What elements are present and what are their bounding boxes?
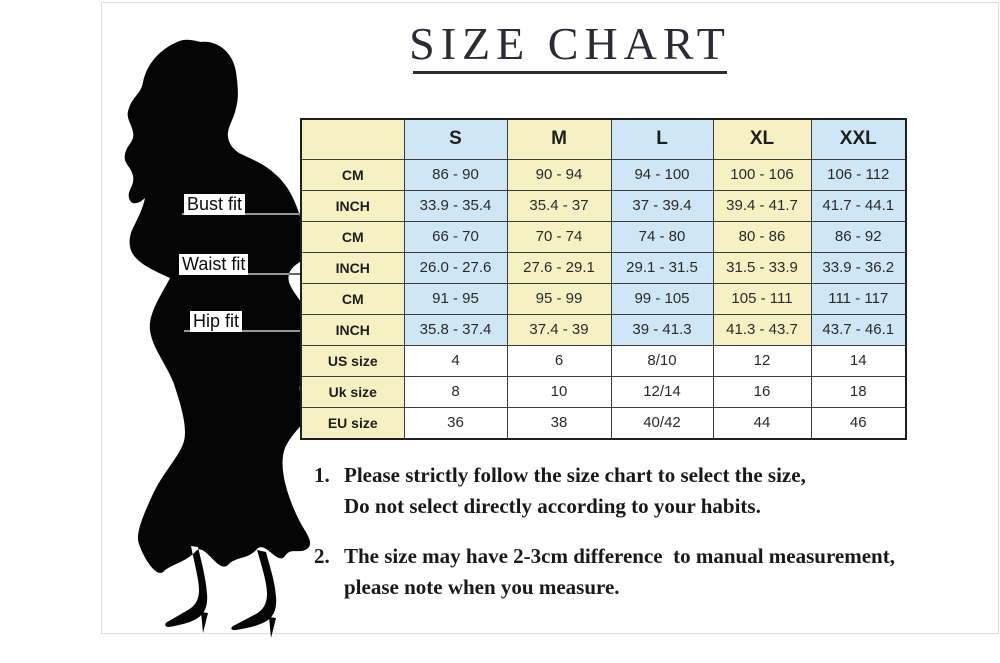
size-value-cell: 12	[712, 344, 812, 377]
size-header-xxl: XXL	[810, 118, 907, 160]
size-value-cell: 8	[403, 375, 508, 408]
size-value-cell: 74 - 80	[610, 220, 714, 253]
size-value-cell: 33.9 - 36.2	[810, 251, 907, 284]
row-label-cell: EU size	[300, 406, 405, 440]
note-1-number: 1.	[314, 463, 330, 487]
size-header-s: S	[403, 118, 508, 160]
image-border-frame	[101, 2, 999, 634]
size-header-l: L	[610, 118, 714, 160]
bust-fit-label: Bust fit	[184, 194, 246, 215]
size-value-cell: 106 - 112	[810, 158, 907, 191]
table-row: US size 4 6 8/10 12 14	[300, 344, 907, 377]
table-row: CM 86 - 90 90 - 94 94 - 100 100 - 106 106 - 1…	[300, 158, 907, 191]
size-value-cell: 94 - 100	[610, 158, 714, 191]
size-value-cell: 91 - 95	[403, 282, 508, 315]
size-header-m: M	[506, 118, 612, 160]
row-label-cell: INCH	[300, 189, 405, 222]
size-value-cell: 35.8 - 37.4	[403, 313, 508, 346]
row-label-cell: CM	[300, 158, 405, 191]
table-row: EU size 36 38 40/42 44 46	[300, 406, 907, 440]
size-value-cell: 86 - 90	[403, 158, 508, 191]
size-value-cell: 95 - 99	[506, 282, 612, 315]
size-value-cell: 10	[506, 375, 612, 408]
page-title: SIZE CHART	[409, 18, 731, 69]
size-value-cell: 29.1 - 31.5	[610, 251, 714, 284]
size-value-cell: 4	[403, 344, 508, 377]
size-value-cell: 37.4 - 39	[506, 313, 612, 346]
row-label-cell: INCH	[300, 251, 405, 284]
size-value-cell: 31.5 - 33.9	[712, 251, 812, 284]
size-value-cell: 44	[712, 406, 812, 440]
size-value-cell: 43.7 - 46.1	[810, 313, 907, 346]
size-value-cell: 16	[712, 375, 812, 408]
size-value-cell: 41.3 - 43.7	[712, 313, 812, 346]
size-value-cell: 46	[810, 406, 907, 440]
row-label-cell: INCH	[300, 313, 405, 346]
table-row: INCH 33.9 - 35.4 35.4 - 37 37 - 39.4 39.4 - …	[300, 189, 907, 222]
size-value-cell: 33.9 - 35.4	[403, 189, 508, 222]
size-value-cell: 80 - 86	[712, 220, 812, 253]
size-header-xl: XL	[712, 118, 812, 160]
size-value-cell: 41.7 - 44.1	[810, 189, 907, 222]
size-value-cell: 66 - 70	[403, 220, 508, 253]
title-underline	[413, 71, 727, 74]
note-1: 1. Please strictly follow the size chart…	[314, 460, 806, 522]
size-value-cell: 100 - 106	[712, 158, 812, 191]
row-label-cell: CM	[300, 282, 405, 315]
size-value-cell: 14	[810, 344, 907, 377]
table-row: CM 66 - 70 70 - 74 74 - 80 80 - 86 86 - 92	[300, 220, 907, 253]
note-2-number: 2.	[314, 544, 330, 568]
table-row: INCH 35.8 - 37.4 37.4 - 39 39 - 41.3 41.3 - …	[300, 313, 907, 346]
woman-silhouette-figure	[124, 39, 315, 638]
note-2-text: The size may have 2-3cm difference to ma…	[344, 544, 895, 599]
size-value-cell: 18	[810, 375, 907, 408]
size-value-cell: 105 - 111	[712, 282, 812, 315]
row-label-cell: Uk size	[300, 375, 405, 408]
corner-cell	[300, 118, 405, 160]
table-row: CM 91 - 95 95 - 99 99 - 105 105 - 111 111 - 1…	[300, 282, 907, 315]
size-value-cell: 39.4 - 41.7	[712, 189, 812, 222]
size-value-cell: 70 - 74	[506, 220, 612, 253]
waist-fit-label: Waist fit	[179, 254, 249, 275]
size-value-cell: 39 - 41.3	[610, 313, 714, 346]
size-value-cell: 111 - 117	[810, 282, 907, 315]
note-1-text: Please strictly follow the size chart to…	[344, 463, 806, 518]
size-value-cell: 38	[506, 406, 612, 440]
size-value-cell: 26.0 - 27.6	[403, 251, 508, 284]
size-value-cell: 27.6 - 29.1	[506, 251, 612, 284]
size-value-cell: 90 - 94	[506, 158, 612, 191]
size-value-cell: 6	[506, 344, 612, 377]
size-value-cell: 36	[403, 406, 508, 440]
hip-fit-label: Hip fit	[190, 311, 243, 332]
size-value-cell: 35.4 - 37	[506, 189, 612, 222]
size-value-cell: 8/10	[610, 344, 714, 377]
row-label-cell: CM	[300, 220, 405, 253]
size-value-cell: 86 - 92	[810, 220, 907, 253]
note-2: 2. The size may have 2-3cm difference to…	[314, 541, 895, 603]
size-chart-table: S M L XL XXL CM 86 - 90 90 - 94 94 - 100 100 - 10…	[300, 118, 907, 440]
size-value-cell: 99 - 105	[610, 282, 714, 315]
table-row: INCH 26.0 - 27.6 27.6 - 29.1 29.1 - 31.5 31.…	[300, 251, 907, 284]
row-label-cell: US size	[300, 344, 405, 377]
size-value-cell: 12/14	[610, 375, 714, 408]
size-value-cell: 37 - 39.4	[610, 189, 714, 222]
size-value-cell: 40/42	[610, 406, 714, 440]
table-row: Uk size 8 10 12/14 16 18	[300, 375, 907, 408]
